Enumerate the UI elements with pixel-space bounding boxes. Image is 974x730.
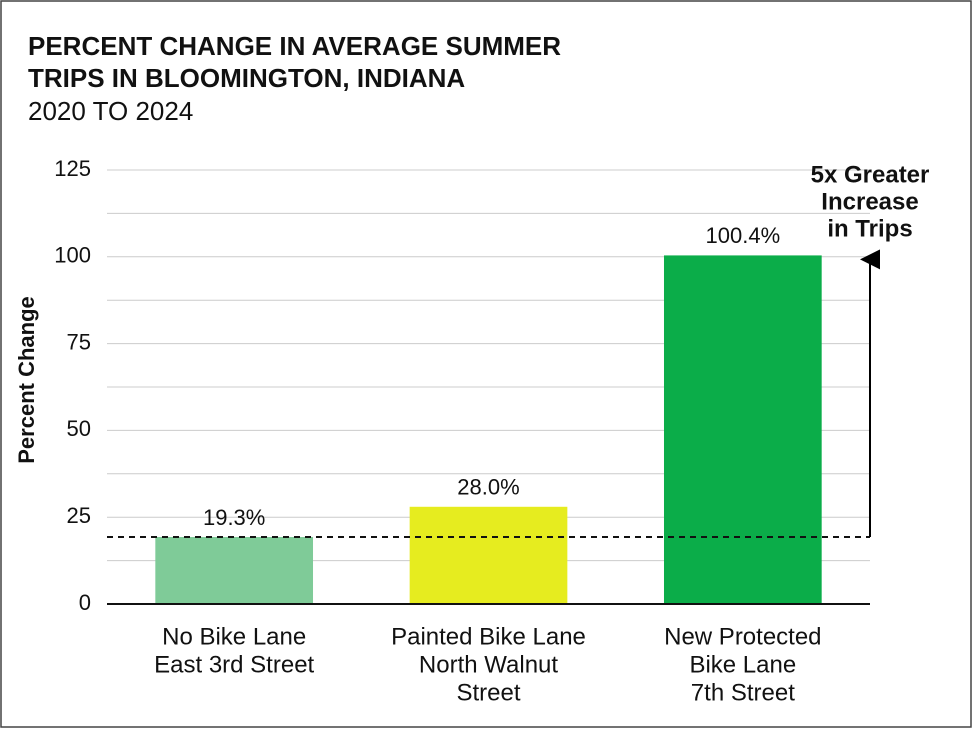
bar: [155, 536, 314, 604]
x-tick-label: 7th Street: [691, 679, 795, 706]
chart-subtitle: 2020 TO 2024: [28, 96, 193, 126]
annotation: Increase: [821, 188, 918, 215]
y-tick-label: 100: [54, 243, 91, 268]
value-label: 19.3%: [203, 505, 265, 530]
y-axis-title: Percent Change: [14, 296, 39, 464]
y-tick-label: 0: [79, 590, 91, 615]
x-tick-label: No Bike Lane: [162, 623, 306, 650]
x-tick-label: North Walnut: [419, 651, 558, 678]
x-tick-label: Painted Bike Lane: [391, 623, 586, 650]
x-tick-label: East 3rd Street: [154, 651, 314, 678]
chart-title: TRIPS IN BLOOMINGTON, INDIANA: [28, 63, 465, 93]
bar: [409, 506, 568, 604]
bar: [663, 255, 822, 604]
x-tick-label: New Protected: [664, 623, 821, 650]
value-label: 28.0%: [457, 475, 519, 500]
y-tick-label: 25: [67, 503, 91, 528]
annotation: in Trips: [827, 215, 912, 242]
y-tick-label: 75: [67, 329, 91, 354]
chart-title: PERCENT CHANGE IN AVERAGE SUMMER: [28, 31, 561, 61]
y-tick-label: 50: [67, 416, 91, 441]
annotation: 5x Greater: [811, 161, 930, 188]
y-tick-label: 125: [54, 156, 91, 181]
x-tick-label: Bike Lane: [689, 651, 796, 678]
value-label: 100.4%: [706, 223, 781, 248]
x-tick-label: Street: [456, 679, 520, 706]
